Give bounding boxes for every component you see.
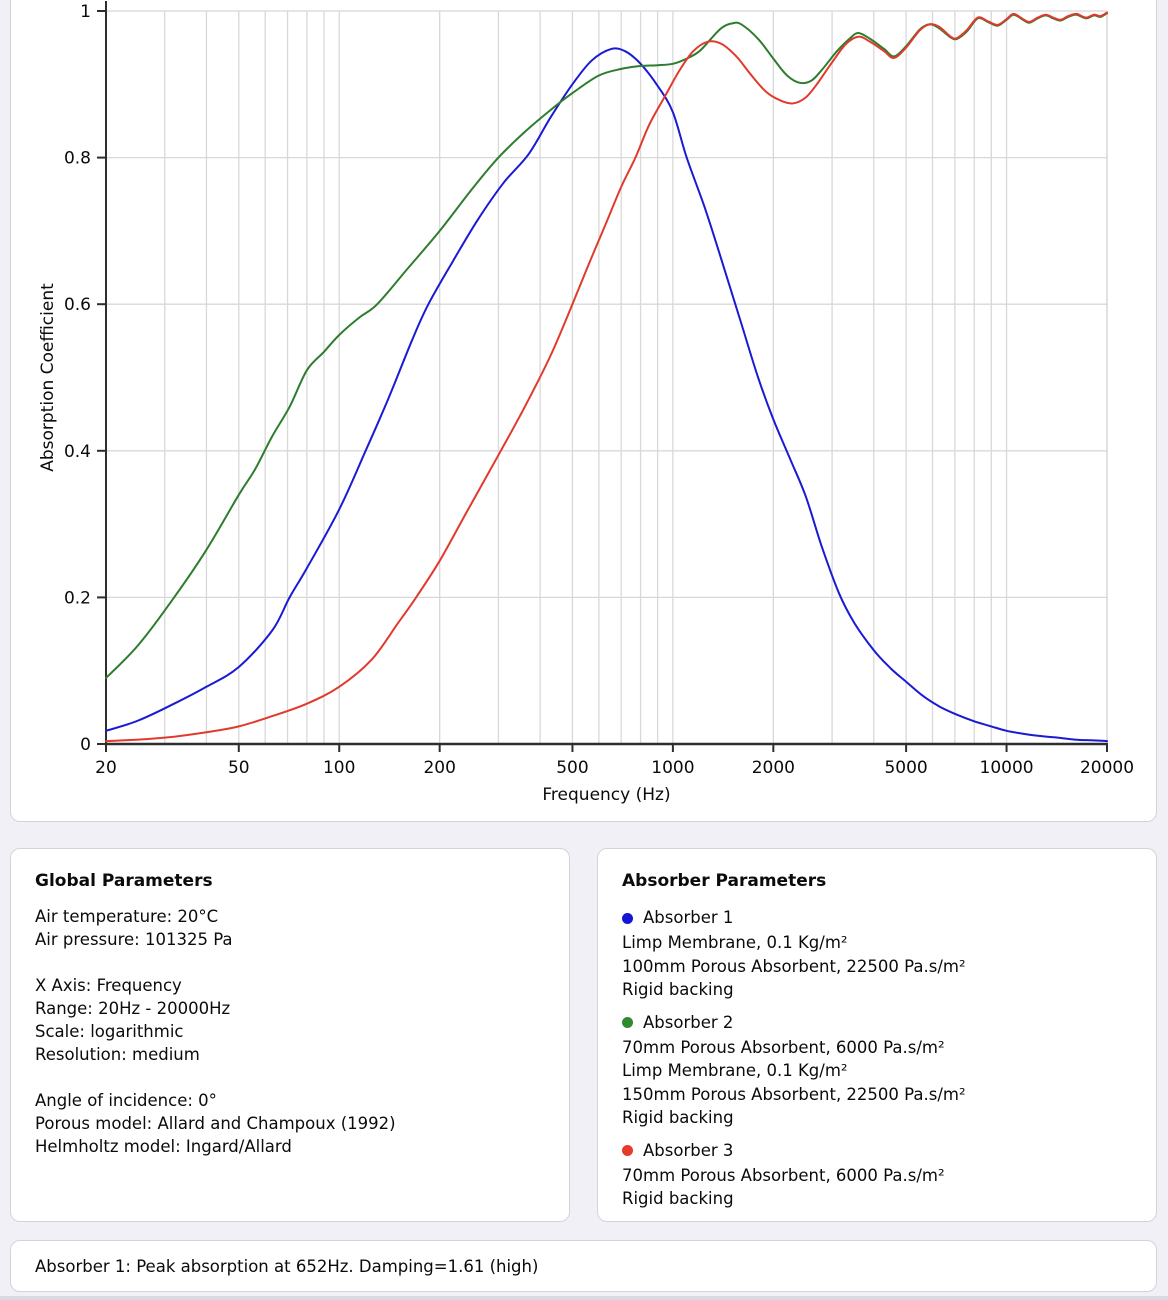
svg-text:100: 100 — [323, 758, 355, 778]
svg-text:1: 1 — [80, 2, 91, 22]
global-parameters-panel: Global Parameters Air temperature: 20°C A… — [10, 848, 570, 1222]
global-param-line: Scale: logarithmic — [35, 1022, 184, 1041]
absorber-2-layer: 150mm Porous Absorbent, 22500 Pa.s/m² — [622, 1084, 966, 1104]
absorber-parameters-title: Absorber Parameters — [622, 871, 827, 891]
global-param-line: Air pressure: 101325 Pa — [35, 930, 233, 949]
bottom-edge-strip — [0, 1296, 1168, 1300]
global-param-line: Range: 20Hz - 20000Hz — [35, 999, 231, 1018]
absorber-3-layer: Rigid backing — [622, 1189, 734, 1208]
absorber-1-marker-icon — [622, 912, 633, 924]
global-param-line — [35, 951, 545, 974]
svg-text:0.6: 0.6 — [64, 295, 91, 315]
chart-panel: 0 0.2 0.4 0.6 0.8 1 20 50 100 200 500 1000 2000 5000 1… — [10, 0, 1157, 822]
svg-text:50: 50 — [228, 758, 250, 778]
series-absorber-3 — [105, 11, 1108, 743]
absorber-1-layer: 100mm Porous Absorbent, 22500 Pa.s/m² — [622, 956, 966, 976]
svg-text:0.2: 0.2 — [64, 588, 91, 608]
series-absorber-1 — [105, 47, 1108, 743]
absorber-2-name: Absorber 2 — [643, 1012, 734, 1032]
global-param-line: Angle of incidence: 0° — [35, 1091, 217, 1110]
global-param-line: X Axis: Frequency — [35, 976, 182, 995]
global-param-line — [35, 1066, 545, 1089]
status-bar: Absorber 1: Peak absorption at 652Hz. Da… — [10, 1240, 1157, 1292]
global-parameters-list: Air temperature: 20°C Air pressure: 10132… — [35, 905, 545, 1158]
absorber-2-layer: Rigid backing — [622, 1108, 734, 1127]
status-text: Absorber 1: Peak absorption at 652Hz. Da… — [35, 1256, 539, 1276]
absorber-1-name: Absorber 1 — [643, 908, 734, 927]
svg-text:0: 0 — [80, 735, 91, 755]
y-axis-label: Absorption Coefficient — [38, 283, 58, 472]
svg-text:200: 200 — [423, 758, 455, 778]
global-param-line: Air temperature: 20°C — [35, 907, 219, 926]
svg-text:20: 20 — [95, 758, 117, 778]
absorber-1-layer: Limp Membrane, 0.1 Kg/m² — [622, 933, 848, 952]
svg-text:1000: 1000 — [651, 758, 694, 778]
absorption-chart: 0 0.2 0.4 0.6 0.8 1 20 50 100 200 500 1000 2000 5000 1… — [38, 1, 1134, 805]
absorber-2-header: Absorber 2 — [622, 1010, 1132, 1036]
absorber-2-layer: 70mm Porous Absorbent, 6000 Pa.s/m² — [622, 1037, 945, 1057]
global-param-line: Resolution: medium — [35, 1045, 200, 1064]
chart-tick-labels: 0 0.2 0.4 0.6 0.8 1 20 50 100 200 500 1000 2000 5000 1… — [38, 2, 1134, 805]
svg-text:500: 500 — [556, 758, 588, 778]
absorber-parameters-panel: Absorber Parameters Absorber 1 Limp Membr… — [597, 848, 1157, 1222]
svg-text:0.8: 0.8 — [64, 149, 91, 169]
absorber-1-header: Absorber 1 — [622, 905, 1132, 931]
global-parameters-title: Global Parameters — [35, 871, 213, 891]
absorber-3-header: Absorber 3 — [622, 1138, 1132, 1164]
absorber-2-marker-icon — [622, 1017, 633, 1028]
global-param-line: Helmholtz model: Ingard/Allard — [35, 1137, 292, 1156]
x-axis-label: Frequency (Hz) — [542, 785, 670, 805]
global-param-line: Porous model: Allard and Champoux (1992) — [35, 1114, 396, 1133]
absorber-2-layer: Limp Membrane, 0.1 Kg/m² — [622, 1061, 848, 1080]
series-absorber-2 — [105, 12, 1108, 679]
absorber-3-name: Absorber 3 — [643, 1140, 734, 1160]
absorber-1-layer: Rigid backing — [622, 980, 734, 999]
absorber-list: Absorber 1 Limp Membrane, 0.1 Kg/m² 100mm … — [622, 905, 1132, 1211]
svg-text:20000: 20000 — [1080, 758, 1134, 778]
chart-axes — [97, 1, 1108, 752]
absorber-3-marker-icon — [622, 1145, 633, 1156]
absorber-3-layer: 70mm Porous Absorbent, 6000 Pa.s/m² — [622, 1165, 945, 1185]
svg-text:10000: 10000 — [980, 758, 1034, 778]
svg-text:2000: 2000 — [752, 758, 795, 778]
chart-gridlines — [106, 10, 1108, 744]
svg-text:5000: 5000 — [884, 758, 927, 778]
svg-text:0.4: 0.4 — [64, 442, 91, 462]
